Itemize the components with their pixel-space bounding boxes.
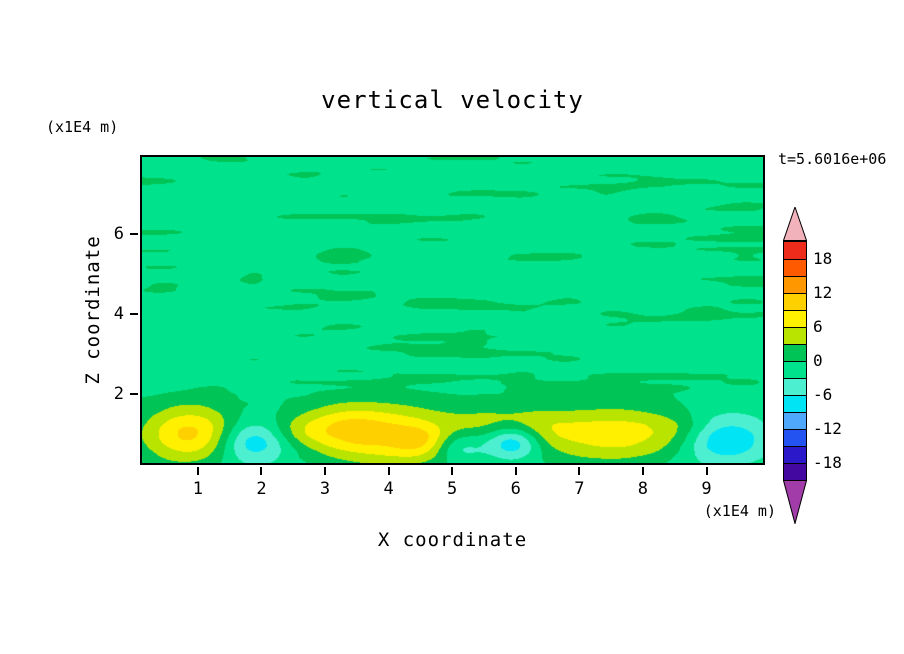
colorbar-segment: [784, 395, 806, 412]
contour-field-canvas: [140, 155, 765, 465]
colorbar-segment: [784, 361, 806, 378]
x-tick-label: 6: [510, 479, 521, 499]
x-tick-mark: [387, 467, 390, 475]
colorbar-segment: [784, 327, 806, 344]
colorbar-segment: [784, 259, 806, 276]
x-tick-label: 7: [574, 479, 585, 499]
z-tick-mark: [130, 392, 138, 395]
colorbar-tick-label: -18: [813, 453, 842, 472]
x-tick-mark: [324, 467, 327, 475]
x-tick-mark: [514, 467, 517, 475]
colorbar-tick-label: -12: [813, 419, 842, 438]
colorbar-segment: [784, 463, 806, 480]
x-tick-label: 9: [701, 479, 712, 499]
x-tick-label: 8: [637, 479, 649, 499]
colorbar-over-arrow-icon: [783, 207, 807, 241]
colorbar-segment: [784, 310, 806, 327]
colorbar-tick-label: -6: [813, 385, 833, 404]
colorbar-tick-label: 18: [813, 249, 833, 268]
x-tick-mark: [196, 467, 199, 475]
x-tick-label: 3: [319, 479, 331, 499]
z-axis-units-label: (x1E4 m): [46, 118, 119, 136]
colorbar-segment: [784, 242, 806, 259]
colorbar-tick-label: 12: [813, 283, 833, 302]
colorbar-under-arrow-icon: [783, 480, 807, 524]
colorbar-segment: [784, 446, 806, 463]
colorbar-segment: [784, 293, 806, 310]
z-tick-mark: [130, 233, 138, 236]
z-tick-label: 6: [113, 224, 124, 245]
colorbar-segment: [784, 276, 806, 293]
x-tick-mark: [451, 467, 454, 475]
x-axis-units-label: (x1E4 m): [703, 502, 776, 520]
x-tick-label: 1: [192, 479, 203, 499]
x-axis-label: X coordinate: [377, 529, 528, 551]
colorbar-segment: [784, 344, 806, 361]
colorbar-segment: [784, 412, 806, 429]
z-tick-label: 4: [113, 303, 124, 324]
x-tick-label: 5: [447, 479, 458, 499]
x-tick-label: 4: [383, 479, 394, 499]
colorbar-segment: [784, 378, 806, 395]
colorbar: [783, 241, 807, 481]
x-tick-label: 2: [256, 479, 267, 499]
colorbar-tick-label: 6: [813, 317, 823, 336]
timestamp-label: t=5.6016e+06: [778, 150, 887, 168]
x-tick-mark: [641, 467, 644, 475]
x-tick-mark: [705, 467, 708, 475]
plot-title: vertical velocity: [321, 86, 584, 114]
colorbar-segment: [784, 429, 806, 446]
x-tick-mark: [260, 467, 263, 475]
z-tick-mark: [130, 312, 138, 315]
colorbar-tick-label: 0: [813, 351, 823, 370]
x-tick-mark: [578, 467, 581, 475]
z-tick-label: 2: [113, 383, 124, 404]
